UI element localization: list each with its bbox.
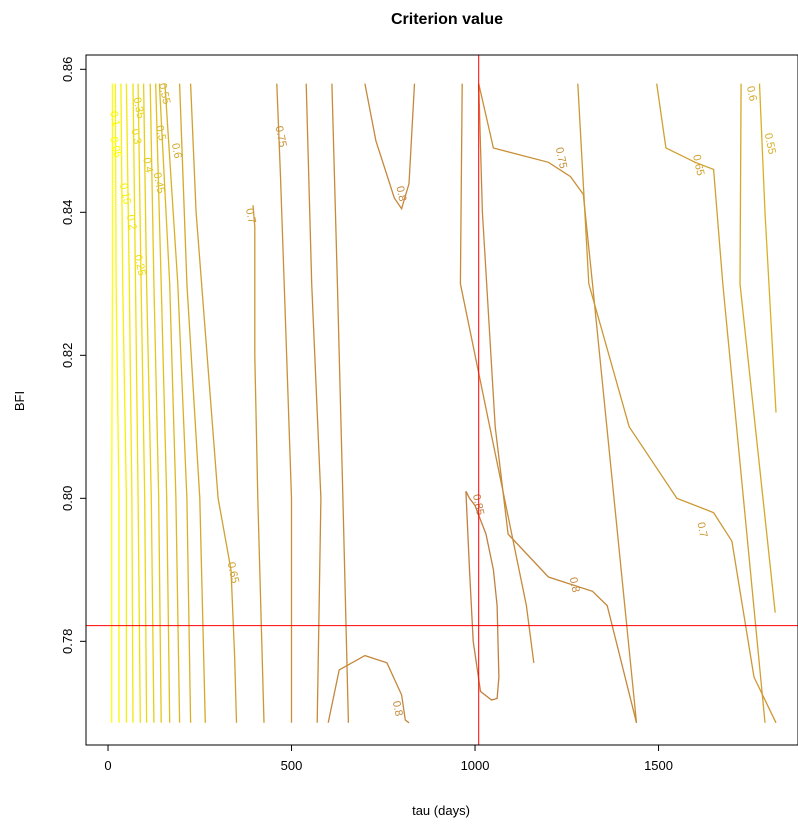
contour-line — [305, 83, 322, 723]
contour-line — [155, 83, 171, 723]
contour-label: 0.35 — [130, 96, 146, 119]
contour-line — [132, 83, 141, 723]
contour-labels: 0.05 0.1 0.15 0.2 0.25 0.3 0.35 0.40.45 0.5 0.55 0… — [107, 82, 778, 717]
contour-label: 0.75 — [272, 125, 288, 148]
contour-line — [149, 83, 162, 723]
contour-label: 0.65 — [225, 561, 241, 584]
y-tick-label: 0.82 — [60, 343, 75, 368]
reference-lines — [86, 55, 798, 745]
contour-label: 0.6 — [169, 142, 184, 159]
contour-line — [459, 83, 535, 663]
contour-line — [331, 83, 350, 723]
contour-line — [327, 654, 410, 724]
contour-label: 0.6 — [744, 85, 759, 102]
contour-line — [158, 83, 181, 723]
chart-title: Criterion value — [391, 11, 503, 28]
plot-frame — [85, 54, 798, 746]
contour-label: 0.05 — [107, 136, 123, 159]
contour-label: 0.2 — [124, 214, 139, 231]
contour-label: 0.55 — [762, 132, 778, 155]
contour-line — [478, 83, 638, 723]
contour-label: 0.8 — [567, 576, 582, 593]
contour-line — [252, 205, 265, 723]
contour-line — [758, 83, 777, 413]
contour-line — [178, 83, 206, 723]
contour-label: 0.75 — [553, 146, 569, 169]
contour-line — [137, 83, 148, 723]
contour-line — [656, 83, 766, 723]
x-axis-ticks: 0 500 1000 1500 — [104, 745, 673, 773]
contour-label: 0.3 — [128, 128, 143, 145]
x-tick-label: 500 — [281, 758, 303, 773]
contour-label: 0.1 — [107, 110, 122, 127]
contour-line — [142, 83, 155, 723]
contour-label: 0.8 — [393, 185, 408, 202]
y-axis-ticks: 0.78 0.80 0.82 0.84 0.86 — [60, 57, 86, 654]
contour-line — [478, 83, 638, 723]
contour-label: 0.8 — [390, 700, 405, 717]
contour-label: 0.4 — [140, 156, 155, 173]
contour-label: 0.7 — [694, 521, 709, 538]
contour-label: 0.7 — [243, 207, 258, 224]
contour-label: 0.65 — [690, 153, 706, 176]
contour-line — [465, 490, 500, 701]
x-tick-label: 0 — [104, 758, 111, 773]
y-tick-label: 0.86 — [60, 57, 75, 82]
contour-line — [114, 83, 120, 723]
contour-label: 0.15 — [117, 182, 133, 205]
contour-label: 0.25 — [131, 254, 147, 277]
y-tick-label: 0.78 — [60, 629, 75, 654]
x-axis-label: tau (days) — [412, 803, 470, 818]
contour-line — [739, 83, 776, 613]
contour-line — [577, 83, 777, 724]
contour-line — [276, 83, 293, 723]
contour-label: 0.85 — [470, 493, 486, 516]
contour-label: 0.5 — [153, 124, 168, 141]
x-tick-label: 1500 — [644, 758, 673, 773]
contour-label: 0.55 — [156, 82, 172, 105]
y-tick-label: 0.80 — [60, 486, 75, 511]
contour-line — [164, 83, 192, 723]
contour-label: 0.45 — [151, 171, 167, 194]
contour-line — [120, 83, 128, 723]
x-tick-label: 1000 — [461, 758, 490, 773]
contour-line — [111, 83, 114, 723]
y-tick-label: 0.84 — [60, 200, 75, 225]
contour-line — [364, 83, 416, 211]
contour-line — [125, 83, 134, 723]
contour-lines — [111, 83, 777, 724]
y-axis-label: BFI — [12, 391, 27, 411]
contour-line — [189, 83, 238, 723]
